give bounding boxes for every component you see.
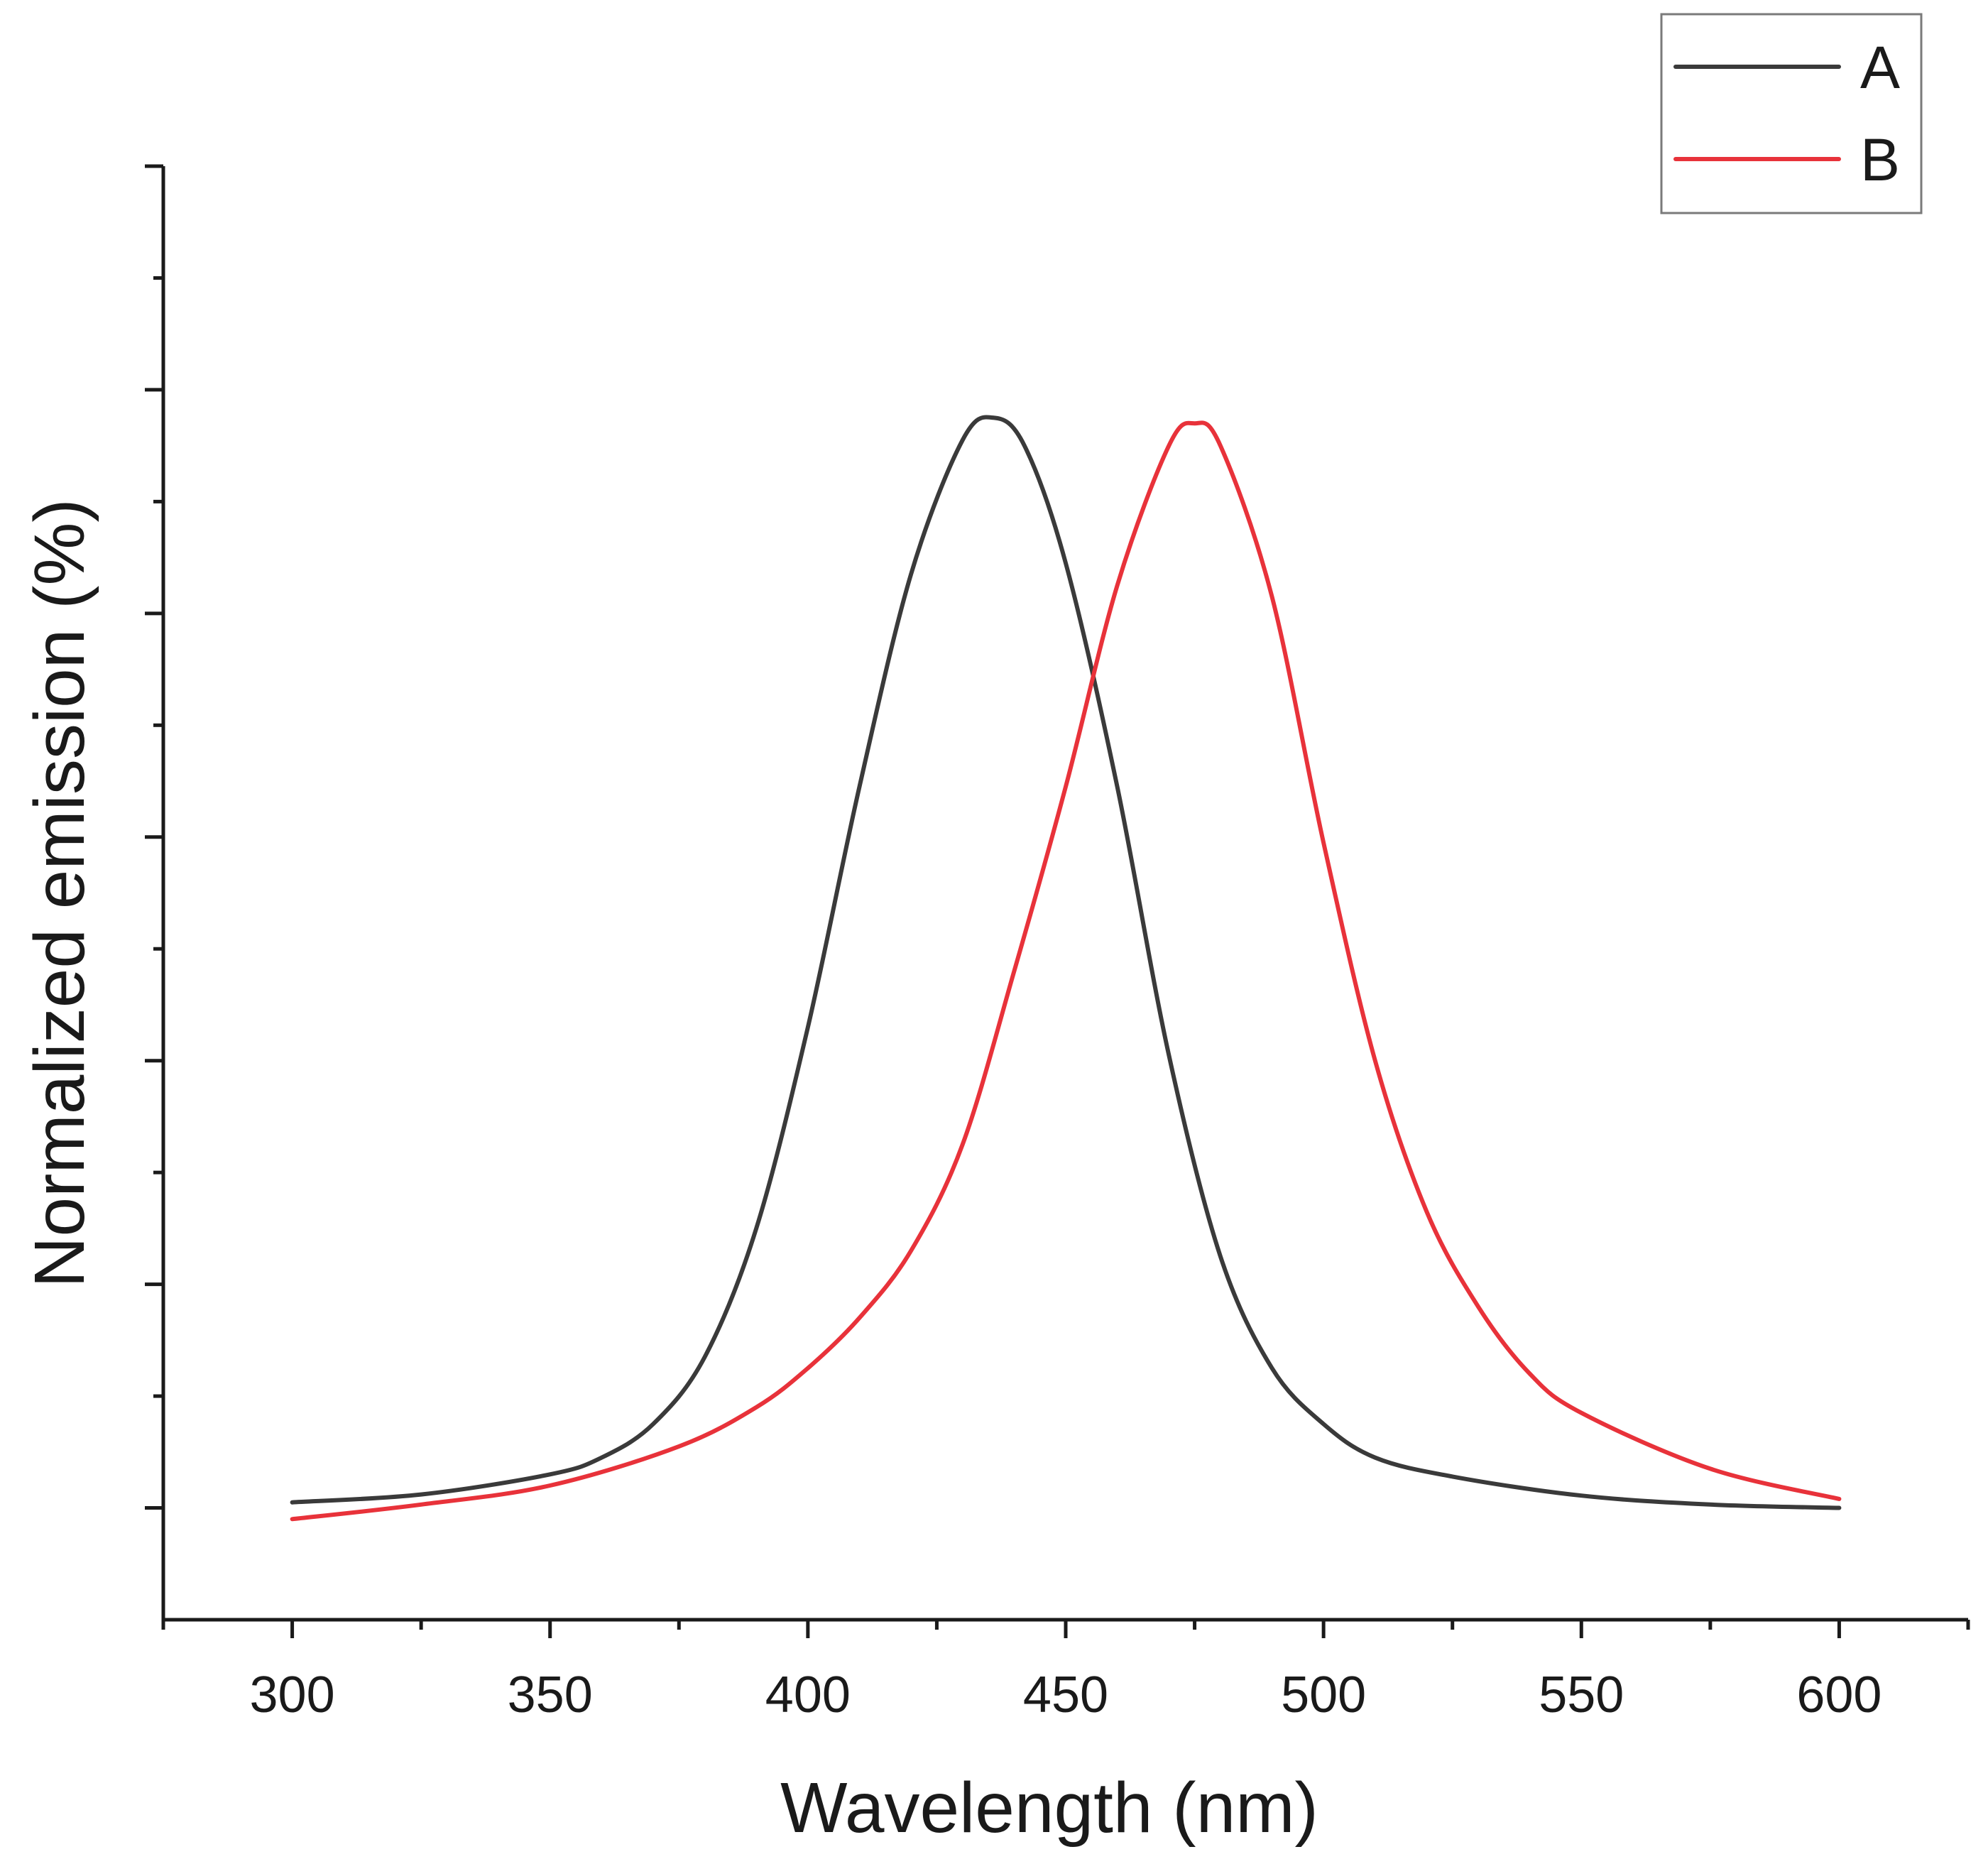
plot-series: [290, 415, 1842, 1522]
x-tick-label-600: 600: [1796, 1667, 1882, 1723]
legend-label-a: A: [1860, 34, 1900, 101]
x-axis-title: Wavelength (nm): [780, 1768, 1318, 1848]
legend: A B: [1660, 13, 1923, 214]
x-tick-label-500: 500: [1281, 1667, 1366, 1723]
x-tick-label-300: 300: [250, 1667, 335, 1723]
x-tick-label-400: 400: [765, 1667, 851, 1723]
legend-label-b: B: [1860, 126, 1900, 193]
y-axis-ticks: [145, 164, 163, 1510]
x-tick-label-550: 550: [1539, 1667, 1624, 1723]
series-line-b: [290, 420, 1842, 1522]
y-axis-title: Normalized emission (%): [20, 498, 99, 1287]
series-line-a: [290, 415, 1842, 1510]
x-tick-label-350: 350: [508, 1667, 593, 1723]
x-tick-label-450: 450: [1023, 1667, 1108, 1723]
legend-box: [1660, 13, 1923, 214]
x-axis-ticks: 300 350 400 450 500 550 600: [161, 1620, 1970, 1723]
